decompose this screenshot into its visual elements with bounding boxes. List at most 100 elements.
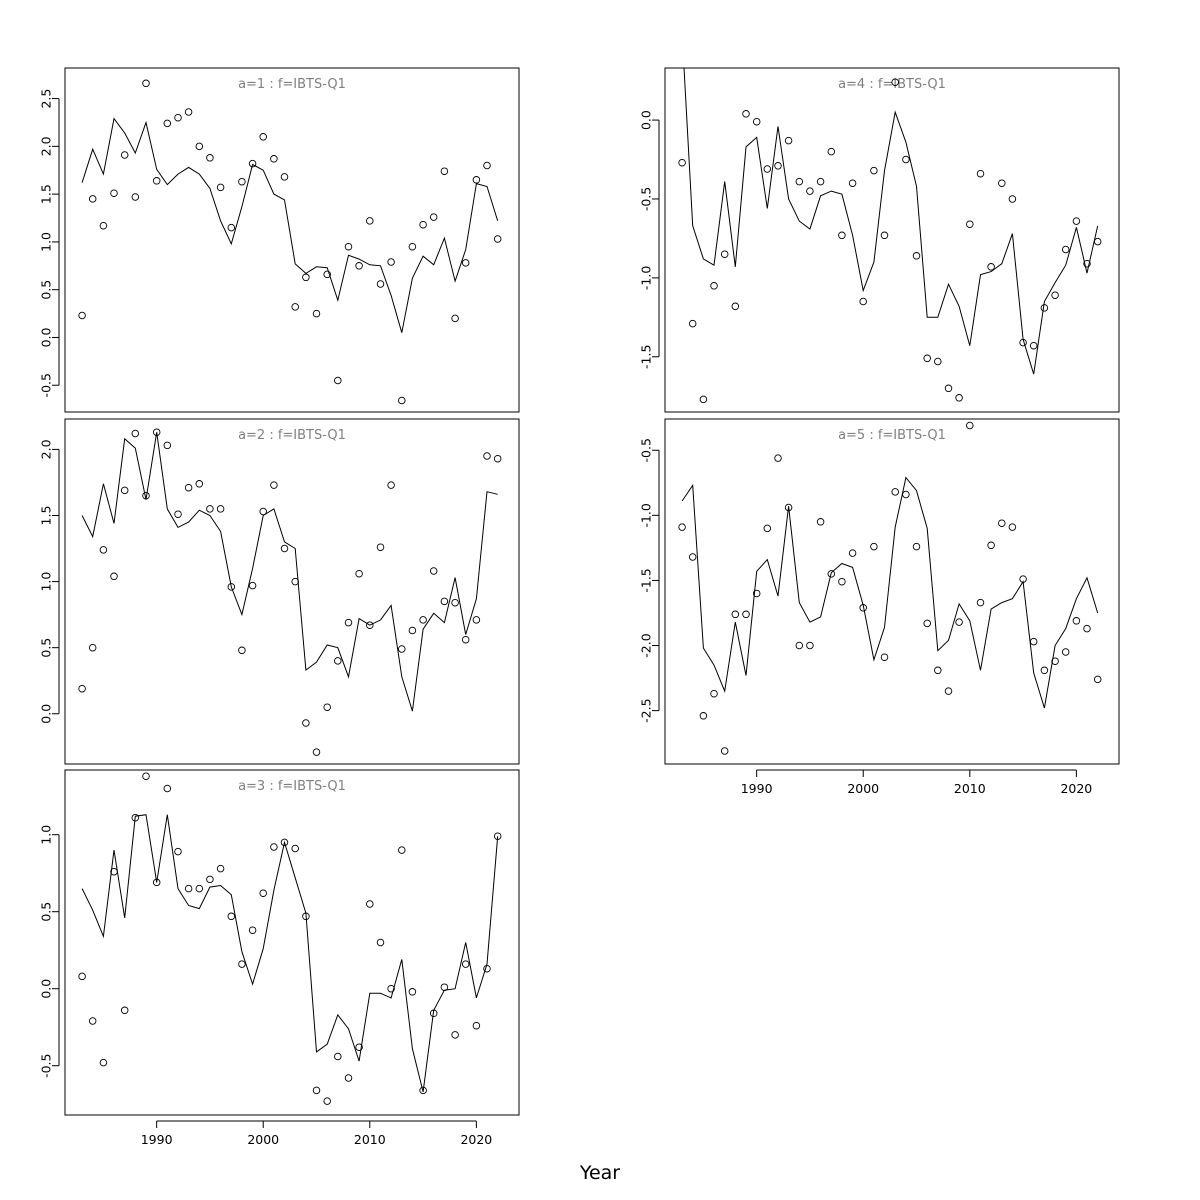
- observed-point: [206, 875, 214, 884]
- observed-point: [387, 984, 395, 993]
- observed-point: [1093, 237, 1102, 246]
- observed-point: [419, 616, 427, 624]
- observed-point: [131, 193, 140, 201]
- x-axis-label: Year: [579, 1162, 620, 1184]
- observed-point: [461, 259, 470, 267]
- observed-point: [429, 567, 438, 575]
- observed-point: [752, 117, 761, 126]
- observed-point: [216, 183, 225, 192]
- observed-point: [398, 645, 406, 653]
- observed-point: [731, 302, 740, 311]
- observed-point: [912, 542, 921, 551]
- observed-point: [966, 220, 974, 228]
- observed-point: [1019, 338, 1027, 347]
- observed-point: [774, 454, 782, 462]
- observed-point: [142, 491, 150, 500]
- observed-point: [784, 503, 793, 512]
- observed-point: [248, 926, 257, 934]
- observed-point: [110, 189, 118, 197]
- panel-1: a=1 : f=IBTS-Q1 -0.5 0.0 0.5 1.0 1.5 2.0 2.5: [39, 67, 520, 413]
- observed-point: [784, 136, 793, 145]
- observed-point: [419, 1086, 427, 1095]
- plot-area: [78, 79, 502, 405]
- fitted-line: [683, 68, 1099, 375]
- observed-point: [678, 158, 686, 167]
- observed-point: [934, 357, 942, 366]
- observed-point: [227, 912, 236, 921]
- observed-point: [142, 772, 150, 780]
- observed-point: [216, 864, 225, 873]
- observed-point: [387, 481, 395, 489]
- observed-point: [408, 988, 417, 996]
- observed-point: [131, 429, 140, 438]
- observed-point: [1072, 217, 1081, 225]
- x-tick-label: 2010: [954, 781, 986, 796]
- fitted-line: [681, 476, 1099, 709]
- observed-point: [806, 641, 814, 650]
- observed-point: [184, 884, 193, 893]
- plot-area: [678, 68, 1102, 404]
- observed-point: [323, 270, 331, 279]
- observed-point: [1008, 523, 1017, 531]
- observed-point: [152, 177, 161, 185]
- observed-point: [838, 231, 846, 240]
- observed-point: [280, 838, 289, 847]
- observed-point: [440, 167, 449, 175]
- observed-point: [312, 1086, 321, 1095]
- observed-point: [859, 297, 867, 306]
- observed-point: [334, 376, 342, 385]
- observed-point: [859, 604, 867, 612]
- observed-point: [270, 481, 278, 489]
- observed-point: [174, 510, 182, 518]
- observed-point: [216, 505, 225, 513]
- y-tick-label: 1.5: [39, 506, 54, 526]
- observed-point: [355, 1043, 363, 1051]
- x-tick-label: 2000: [247, 1132, 279, 1147]
- observed-point: [1029, 637, 1038, 646]
- observed-point: [720, 747, 729, 755]
- observed-point: [955, 618, 963, 626]
- x-tick-label: 1990: [741, 781, 773, 796]
- observed-point: [912, 252, 921, 260]
- observed-point: [355, 569, 363, 578]
- observed-point: [1040, 666, 1049, 675]
- observed-point: [1061, 648, 1070, 656]
- observed-point: [493, 454, 502, 463]
- observed-point: [120, 1006, 129, 1015]
- observed-point: [944, 384, 953, 393]
- observed-point: [483, 452, 491, 460]
- observed-point: [344, 1074, 353, 1082]
- observed-point: [280, 173, 289, 181]
- observed-point: [366, 217, 374, 225]
- observed-point: [78, 972, 86, 981]
- observed-point: [291, 577, 299, 586]
- y-tick-label: -2.0: [639, 633, 654, 657]
- observed-point: [472, 616, 481, 624]
- observed-point: [816, 177, 825, 186]
- y-tick-label: -1.0: [639, 503, 654, 527]
- observed-point: [451, 1031, 459, 1039]
- observed-point: [259, 507, 267, 516]
- observed-point: [429, 213, 438, 221]
- y-tick-label: 2.5: [39, 89, 54, 109]
- fitted-line: [81, 432, 498, 712]
- observed-point: [1029, 341, 1038, 350]
- observed-point: [838, 577, 846, 586]
- y-tick-label: 1.5: [39, 184, 54, 204]
- x-tick-label: 2020: [460, 1132, 492, 1147]
- observed-point: [248, 581, 257, 590]
- observed-point: [806, 187, 814, 195]
- observed-point: [302, 719, 310, 727]
- observed-point: [206, 505, 214, 513]
- y-tick-label: 2.0: [39, 439, 54, 459]
- observed-point: [880, 653, 889, 661]
- observed-point: [688, 319, 697, 328]
- observed-point: [270, 155, 278, 163]
- panel-4: a=4 : f=IBTS-Q1 -1.5 -1.0 -0.5 0.0: [639, 67, 1120, 413]
- observed-point: [280, 544, 289, 553]
- observed-point: [987, 263, 995, 271]
- observed-point: [440, 983, 449, 991]
- observed-point: [302, 912, 310, 921]
- observed-point: [763, 165, 772, 173]
- y-tick-label: 0.0: [39, 327, 54, 347]
